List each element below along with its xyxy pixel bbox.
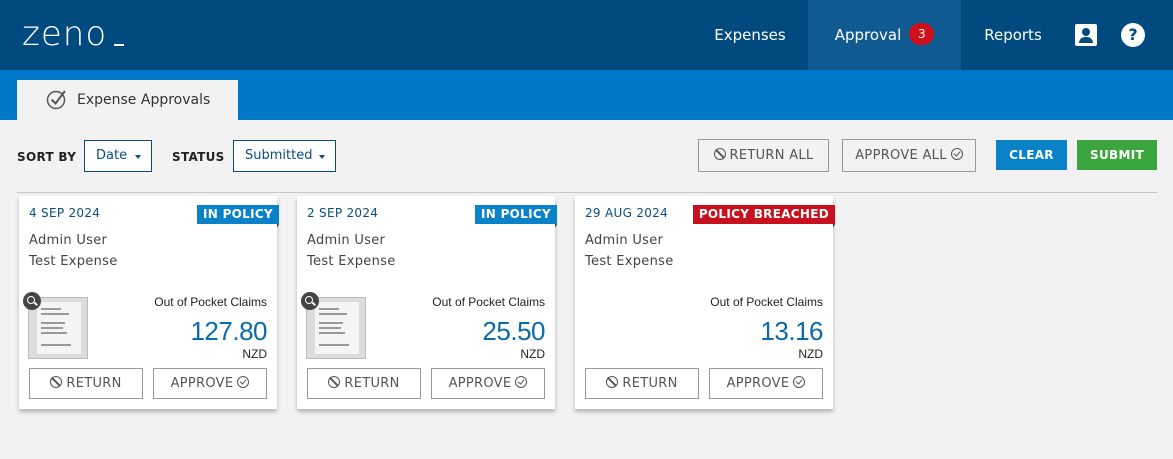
zoom-icon[interactable] xyxy=(301,292,319,310)
expense-amount: 13.16 xyxy=(760,316,823,346)
nav-reports-label: Reports xyxy=(984,26,1042,44)
expense-category: Out of Pocket Claims xyxy=(710,295,823,309)
expense-amount: 127.80 xyxy=(190,316,267,346)
check-circle-icon xyxy=(515,376,528,388)
user-icon[interactable] xyxy=(1075,24,1097,46)
check-circle-icon xyxy=(46,90,66,110)
sort-select[interactable]: Date xyxy=(84,140,152,172)
check-circle-icon xyxy=(793,376,806,388)
expense-currency: NZD xyxy=(798,347,823,361)
expense-category: Out of Pocket Claims xyxy=(432,295,545,309)
approve-label: APPROVE xyxy=(726,376,790,391)
tab-label: Expense Approvals xyxy=(77,92,211,108)
nav-expenses[interactable]: Expenses xyxy=(700,0,800,70)
approve-button[interactable]: APPROVE xyxy=(153,368,267,399)
status-select[interactable]: Submitted xyxy=(233,140,336,172)
approve-all-button[interactable]: APPROVE ALL xyxy=(842,139,976,172)
chevron-down-icon xyxy=(319,155,325,159)
expense-user: Admin User xyxy=(307,233,386,248)
ban-icon xyxy=(50,376,63,388)
divider xyxy=(17,192,1157,193)
expense-category: Out of Pocket Claims xyxy=(154,295,267,309)
expense-card[interactable]: 2 SEP 2024 IN POLICY Admin User Test Exp… xyxy=(297,196,557,409)
expense-card[interactable]: 4 SEP 2024 IN POLICY Admin User Test Exp… xyxy=(19,196,279,409)
ban-icon xyxy=(328,376,341,388)
approve-button[interactable]: APPROVE xyxy=(709,368,823,399)
nav-approval[interactable]: Approval 3 xyxy=(808,0,961,70)
sub-nav: Expense Approvals xyxy=(0,70,1173,120)
check-circle-icon xyxy=(237,376,250,388)
policy-badge: IN POLICY xyxy=(197,205,279,228)
return-all-label: RETURN ALL xyxy=(729,148,814,163)
clear-button[interactable]: CLEAR xyxy=(996,140,1067,170)
ban-icon xyxy=(713,148,726,160)
chevron-down-icon xyxy=(135,155,141,159)
approve-label: APPROVE xyxy=(170,376,234,391)
return-button[interactable]: RETURN xyxy=(307,368,421,399)
check-circle-icon xyxy=(950,148,963,160)
submit-button[interactable]: SUBMIT xyxy=(1077,140,1157,170)
status-label: STATUS xyxy=(172,150,225,164)
expense-date: 2 SEP 2024 xyxy=(307,206,379,220)
nav-expenses-label: Expenses xyxy=(714,26,786,44)
expense-date: 29 AUG 2024 xyxy=(585,206,669,220)
nav-reports[interactable]: Reports xyxy=(970,0,1056,70)
help-icon[interactable]: ? xyxy=(1121,23,1145,47)
zeno-logo[interactable]: zeno xyxy=(22,14,124,54)
status-value: Submitted xyxy=(245,148,313,163)
receipt-thumbnail[interactable] xyxy=(28,297,88,359)
logo-text: zeno xyxy=(22,14,108,54)
expense-description: Test Expense xyxy=(307,254,396,269)
approve-all-label: APPROVE ALL xyxy=(855,148,947,163)
expense-description: Test Expense xyxy=(29,254,118,269)
top-nav: zeno Expenses Approval 3 Reports ? xyxy=(0,0,1173,70)
return-all-button[interactable]: RETURN ALL xyxy=(698,139,829,172)
nav-approval-label: Approval xyxy=(834,26,902,44)
tab-expense-approvals[interactable]: Expense Approvals xyxy=(17,80,238,120)
sort-by-label: SORT BY xyxy=(17,150,77,164)
policy-badge: IN POLICY xyxy=(475,205,557,228)
expense-user: Admin User xyxy=(585,233,664,248)
return-label: RETURN xyxy=(344,376,400,391)
approve-label: APPROVE xyxy=(448,376,512,391)
ban-icon xyxy=(606,376,619,388)
return-button[interactable]: RETURN xyxy=(585,368,699,399)
expense-currency: NZD xyxy=(520,347,545,361)
expense-currency: NZD xyxy=(242,347,267,361)
expense-amount: 25.50 xyxy=(482,316,545,346)
expense-date: 4 SEP 2024 xyxy=(29,206,101,220)
expense-description: Test Expense xyxy=(585,254,674,269)
return-button[interactable]: RETURN xyxy=(29,368,143,399)
expense-card[interactable]: 29 AUG 2024 POLICY BREACHED Admin User T… xyxy=(575,196,836,409)
approval-count-badge: 3 xyxy=(909,22,935,45)
receipt-thumbnail[interactable] xyxy=(306,297,366,359)
approve-button[interactable]: APPROVE xyxy=(431,368,545,399)
policy-badge: POLICY BREACHED xyxy=(692,205,836,228)
return-label: RETURN xyxy=(622,376,678,391)
sort-value: Date xyxy=(96,148,128,163)
expense-user: Admin User xyxy=(29,233,108,248)
zoom-icon[interactable] xyxy=(23,292,41,310)
return-label: RETURN xyxy=(66,376,122,391)
